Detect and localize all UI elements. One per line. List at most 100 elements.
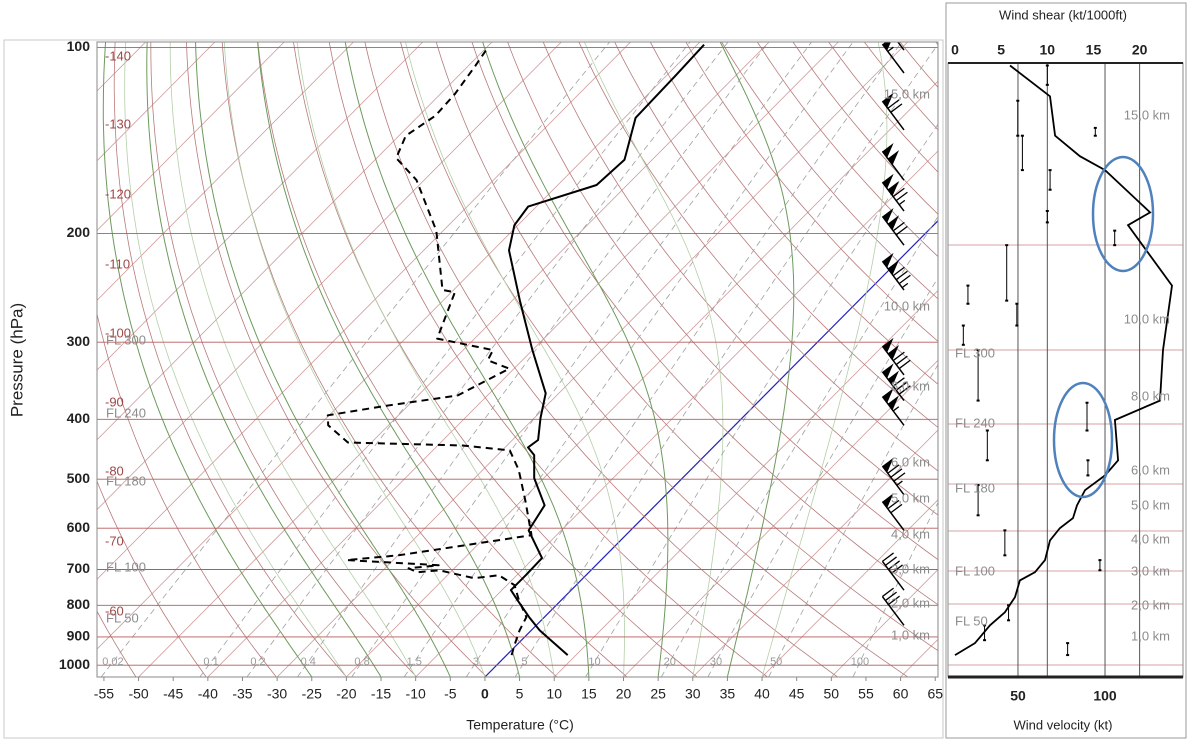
shear-bar [1005,244,1009,302]
wind-frame [945,2,1187,739]
barb-feather [887,499,900,510]
wind-plot [948,63,1183,677]
x-axis-label: Temperature (°C) [466,717,574,733]
barb-feather [898,274,911,285]
barb-half [898,199,906,206]
dry-adiabat [649,42,938,385]
mixing-ratio-label: 0.4 [301,656,316,668]
x-tick-label: -10 [406,686,426,702]
barb-staff [881,100,905,131]
moist-adiabat [719,42,795,677]
isotherm-label: -100 [105,325,131,340]
mixing-ratio-line [100,42,610,677]
wind-barb [881,142,905,181]
isotherm [900,638,938,677]
y-tick-label: 700 [67,560,91,576]
x-tick-label: -30 [267,686,287,702]
wind-barb [881,587,905,626]
mixing-ratio-label: 0.1 [203,656,218,668]
barb-feather [895,355,908,366]
highlight-ellipse [1091,155,1155,273]
barb-feather [890,468,903,478]
dry-adiabat [971,42,1190,677]
mixing-ratio-line [768,363,938,677]
dry-adiabat [542,42,938,516]
isotherm [97,42,701,650]
x-tick-label: 20 [616,686,632,702]
altitude-label: 15,0 km [1124,107,1170,122]
altitude-label: 5,0 km [1131,497,1170,512]
y-tick-label: 1000 [59,656,90,672]
mixing-ratio-label: 3 [473,656,479,668]
dry-adiabat [97,312,277,677]
barb-staff [881,150,905,181]
x-tick-label: 45 [789,686,805,702]
shear-bar [1016,99,1020,137]
mixing-ratio-label: 1.5 [407,656,422,668]
mixing-ratio-label: 30 [710,656,722,668]
barb-half [901,282,909,289]
temperature-line [508,44,705,656]
barb-feather [882,552,894,562]
zero-isotherm [484,219,938,677]
altitude-label: 8,0 km [891,378,930,393]
dry-adiabat [221,42,558,677]
dry-adiabat [507,42,938,561]
shear-bar [985,429,989,462]
altitude-label: 5,0 km [891,490,930,505]
shear-bar [961,324,965,346]
isotherm-label: -70 [105,533,124,548]
wind-barb [881,207,908,246]
barb-feather [885,591,897,602]
x2-tick-label: 15 [1086,42,1102,58]
barb-flag [882,363,894,379]
barb-flag [882,337,894,353]
moist-adiabat [102,42,313,677]
plot-border [96,41,939,678]
barb-flag [882,42,891,51]
x-tick-label: -40 [198,686,218,702]
wind-barb [881,493,905,531]
y-tick-label: 600 [67,519,91,535]
dry-adiabat [257,42,628,677]
x2-tick-label: 10 [1040,42,1056,58]
moist-adiabat [761,42,888,677]
barb-feather [890,103,903,113]
isotherm [553,289,938,677]
altitude-label: 4,0 km [1131,531,1170,546]
x-tick-label: -50 [128,686,148,702]
barb-staff [881,345,905,376]
altitude-label: 10,0 km [884,298,930,313]
dry-adiabat [792,42,938,215]
x-tick-label: 55 [858,686,874,702]
barb-flag [887,395,899,411]
wind-barb [881,337,911,376]
isotherm [346,80,938,677]
barb-feather [893,472,906,482]
x-tick-label: -45 [163,686,183,702]
x-tick-label: 50 [824,686,840,702]
dry-adiabat [828,42,938,173]
altitude-label: 8,0 km [1131,388,1170,403]
shear-bar [1045,64,1049,86]
barb-feather [885,556,897,566]
isotherm [97,42,216,162]
barb-half [887,46,894,52]
moist-adiabat [124,42,347,677]
y-tick-label: 200 [67,224,91,240]
barb-feather [895,225,908,236]
altitude-label: 3,0 km [1131,563,1170,578]
skewt-plot [97,42,1190,677]
isotherm-label: -110 [105,256,130,271]
barb-feather [887,99,900,109]
barb-flag [882,493,894,508]
barb-feather [895,270,908,281]
isotherm [831,568,938,677]
moist-adiabat [223,42,486,677]
isotherm-label: -130 [105,116,131,131]
shear-bar [1086,459,1090,477]
moist-adiabat [583,42,724,677]
dry-adiabat [863,42,938,131]
dewpoint-line [326,46,533,656]
